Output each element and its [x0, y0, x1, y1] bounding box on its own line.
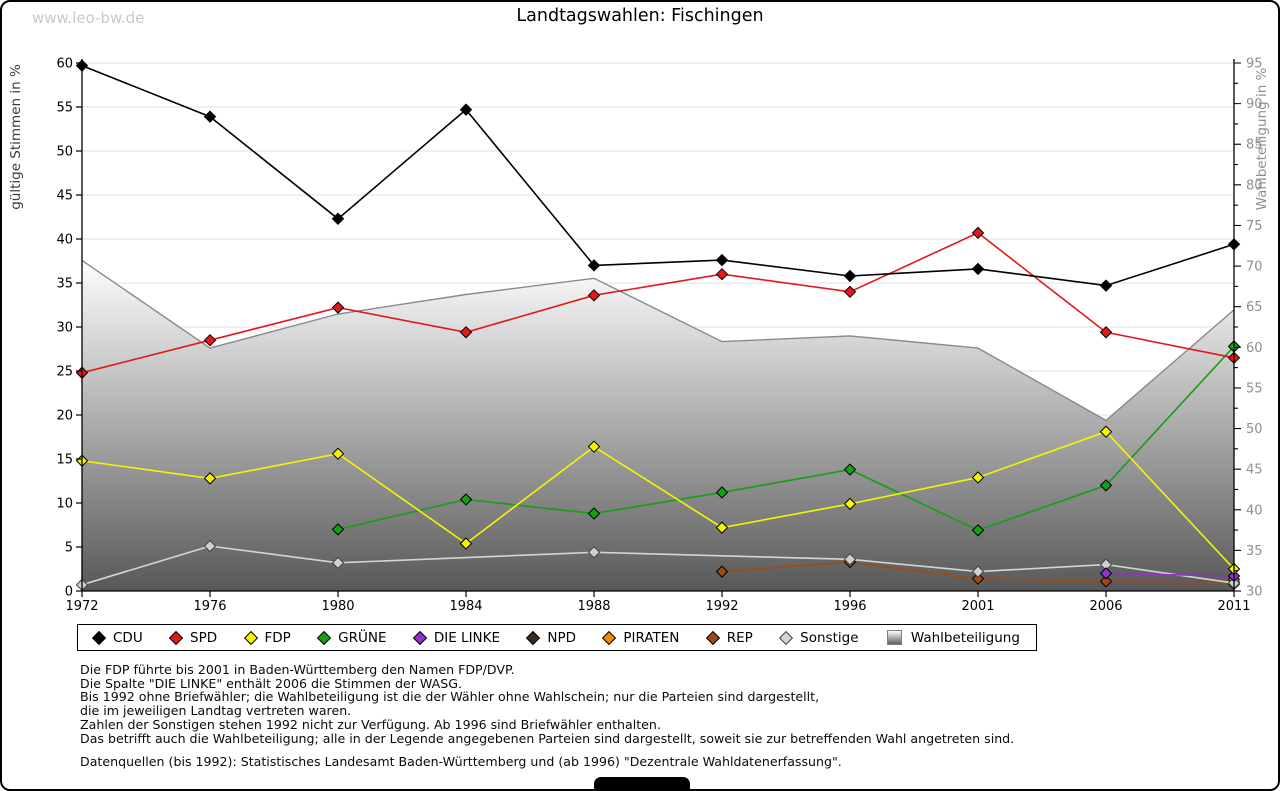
legend-item-grüne: GRÜNE [317, 629, 387, 646]
legend-label: NPD [547, 629, 577, 646]
footnote-line: Die Spalte "DIE LINKE" enthält 2006 die … [80, 675, 463, 691]
legend-marker-diamond [602, 630, 617, 645]
series-sonstige [75, 539, 1241, 592]
legend-marker-diamond [779, 630, 794, 645]
series-grüne [331, 340, 1241, 537]
svg-text:1976: 1976 [193, 599, 226, 614]
svg-text:2011: 2011 [1217, 599, 1250, 614]
legend-label: REP [726, 629, 753, 646]
svg-text:20: 20 [56, 409, 73, 424]
footnote-line: die im jeweiligen Landtag vertreten ware… [80, 703, 352, 719]
left-axis-title: gültige Stimmen in % [8, 64, 24, 210]
svg-text:35: 35 [56, 277, 73, 292]
watermark: www.leo-bw.de [32, 9, 145, 27]
legend-label: Sonstige [800, 629, 859, 646]
svg-text:10: 10 [56, 497, 73, 512]
svg-text:45: 45 [1246, 463, 1263, 478]
svg-text:2006: 2006 [1089, 599, 1122, 614]
legend-label: CDU [113, 629, 143, 646]
footnote-line: Zahlen der Sonstigen stehen 1992 nicht z… [80, 716, 661, 732]
legend-label: GRÜNE [338, 629, 387, 646]
svg-text:50: 50 [56, 145, 73, 160]
legend-marker-diamond [526, 630, 541, 645]
legend-label: SPD [190, 629, 218, 646]
svg-text:0: 0 [65, 585, 73, 600]
legend-item-rep: REP [705, 629, 753, 646]
svg-text:45: 45 [56, 189, 73, 204]
svg-text:15: 15 [56, 453, 73, 468]
svg-text:50: 50 [1246, 422, 1263, 437]
legend-label: FDP [264, 629, 291, 646]
legend-marker-diamond [317, 630, 332, 645]
svg-text:40: 40 [1246, 503, 1263, 518]
footnotes: Die FDP führte bis 2001 in Baden-Württem… [80, 663, 1014, 769]
svg-text:55: 55 [1246, 381, 1263, 396]
svg-text:1988: 1988 [577, 599, 610, 614]
legend-item-cdu: CDU [91, 629, 143, 646]
legend-item-piraten: PIRATEN [602, 629, 680, 646]
svg-text:1972: 1972 [65, 599, 98, 614]
legend-item-spd: SPD [168, 629, 218, 646]
legend: CDU SPD FDP GRÜNE DIE LINKE NPD PIRATEN REP Sons… [77, 624, 1037, 651]
chart-title: Landtagswahlen: Fischingen [516, 6, 764, 26]
footnote-line: Datenquellen (bis 1992): Statistisches L… [80, 754, 842, 770]
legend-marker-diamond [243, 630, 258, 645]
legend-label: DIE LINKE [433, 629, 501, 646]
right-axis-title: Wahlbeteiligung in % [1254, 67, 1270, 210]
svg-text:55: 55 [56, 101, 73, 116]
svg-text:1992: 1992 [705, 599, 738, 614]
svg-text:40: 40 [56, 233, 73, 248]
footnote-line: Das betrifft auch die Wahlbeteiligung; a… [80, 730, 1015, 746]
series-die-linke [1099, 567, 1241, 583]
legend-marker-diamond [168, 630, 184, 645]
svg-text:30: 30 [1246, 585, 1263, 600]
svg-text:1996: 1996 [833, 599, 866, 614]
svg-text:1980: 1980 [321, 599, 354, 614]
legend-marker-diamond [412, 630, 427, 645]
legend-marker-diamond [705, 630, 720, 645]
legend-label: PIRATEN [623, 629, 680, 646]
svg-text:65: 65 [1246, 300, 1263, 315]
svg-text:75: 75 [1246, 219, 1263, 234]
election-line-chart: 0 5 10 15 20 25 30 35 40 45 50 55 60 30 35 40 45 50 55 60 65… [8, 57, 1270, 615]
legend-item-die-linke: DIE LINKE [412, 629, 501, 646]
svg-text:70: 70 [1246, 260, 1263, 275]
svg-text:60: 60 [56, 57, 73, 72]
footnote-line: Bis 1992 ohne Briefwähler; die Wahlbetei… [80, 689, 820, 705]
legend-item-sonstige: Sonstige [779, 629, 859, 646]
svg-text:80: 80 [1246, 178, 1263, 193]
series-spd [75, 226, 1241, 379]
svg-text:95: 95 [1246, 57, 1263, 72]
svg-text:35: 35 [1246, 544, 1263, 559]
svg-text:60: 60 [1246, 341, 1263, 356]
legend-item-fdp: FDP [243, 629, 291, 646]
series-wahlbeteiligung-area [81, 259, 1235, 591]
svg-text:30: 30 [56, 321, 73, 336]
series-fdp [75, 425, 1241, 576]
svg-text:25: 25 [56, 365, 73, 380]
svg-text:2001: 2001 [961, 599, 994, 614]
legend-marker-diamond [91, 630, 107, 645]
svg-text:90: 90 [1246, 97, 1263, 112]
series-cdu [75, 59, 1241, 292]
svg-text:85: 85 [1246, 138, 1263, 153]
legend-label: Wahlbeteiligung [910, 629, 1020, 646]
svg-text:1984: 1984 [449, 599, 482, 614]
axes: 0 5 10 15 20 25 30 35 40 45 50 55 60 30 35 40 45 50 55 60 65… [8, 57, 1270, 615]
legend-item-wahlbeteiligung: Wahlbeteiligung [886, 629, 1020, 646]
svg-text:5: 5 [65, 541, 73, 556]
bottom-bar [594, 777, 690, 789]
legend-item-npd: NPD [526, 629, 577, 646]
legend-marker-area [886, 630, 902, 645]
footnote-line: Die FDP führte bis 2001 in Baden-Württem… [80, 662, 515, 677]
